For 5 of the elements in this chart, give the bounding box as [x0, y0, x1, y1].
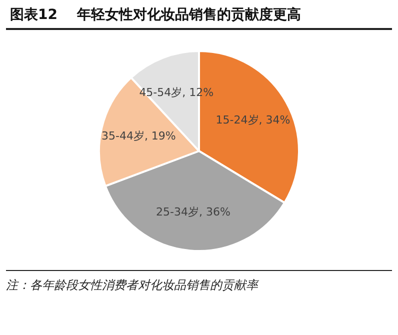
slice-label: 35-44岁, 19%: [101, 130, 176, 143]
slice-label: 25-34岁, 36%: [156, 206, 230, 219]
text: 注：各年龄段女性消费者对化妆品销售的贡献率: [6, 277, 260, 294]
slice-label: 15-24岁, 34%: [216, 113, 290, 126]
chart-title: 图表12 年轻女性对化妆品销售的贡献度更高: [6, 0, 392, 30]
